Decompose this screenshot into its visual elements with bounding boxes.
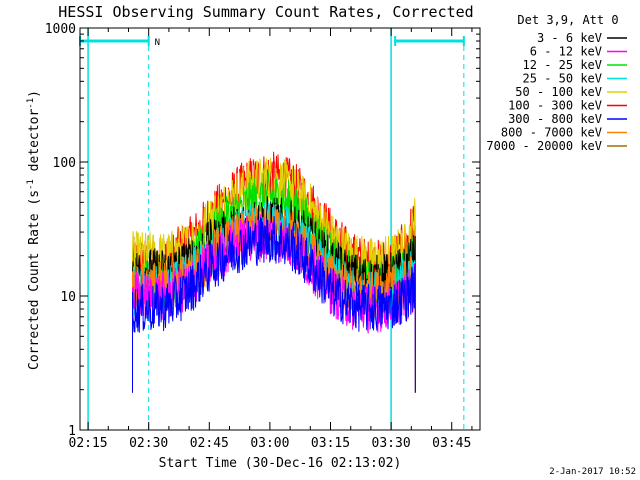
- y-axis-label: Corrected Count Rate (s-1 detector-1): [26, 90, 42, 370]
- night-intervals: N: [79, 28, 465, 430]
- legend-entry-label-0: 3 - 6 keV: [537, 31, 602, 45]
- legend-entry-label-1: 6 - 12 keV: [530, 45, 602, 59]
- x-tick-label-0: 02:15: [69, 436, 108, 451]
- y-axis-label-mid: detector: [27, 109, 42, 180]
- y-axis-label-end: ): [27, 90, 42, 98]
- axes: 1 10 100 1000 02:15 02:30 02:45 03:00 03:15 03:30…: [45, 22, 481, 451]
- series-line-6: [132, 214, 416, 393]
- x-tick-label-3: 03:00: [250, 436, 289, 451]
- chart-title: HESSI Observing Summary Count Rates, Cor…: [58, 3, 473, 21]
- legend-entry-label-6: 300 - 800 keV: [508, 112, 602, 126]
- series-line-7: [132, 216, 416, 393]
- y-axis-label-main: Corrected Count Rate (s: [27, 190, 42, 370]
- y-axis-label-sup2: -1: [26, 98, 36, 109]
- y-tick-label-0: 1: [68, 424, 76, 439]
- x-tick-label-6: 03:45: [432, 436, 471, 451]
- legend-entry-label-4: 50 - 100 keV: [515, 85, 602, 99]
- legend-entry-label-3: 25 - 50 keV: [523, 72, 602, 86]
- plot-frame: [79, 27, 481, 431]
- legend-header: Det 3,9, Att 0: [517, 13, 618, 27]
- y-tick-label-3: 1000: [45, 22, 76, 37]
- series-layer: [132, 151, 416, 393]
- legend-entry-label-2: 12 - 25 keV: [523, 58, 602, 72]
- x-axis-label: Start Time (30-Dec-16 02:13:02): [159, 456, 402, 471]
- x-tick-label-1: 02:30: [129, 436, 168, 451]
- legend-entry-label-5: 100 - 300 keV: [508, 99, 602, 113]
- y-tick-label-1: 10: [60, 290, 76, 305]
- legend-entry-label-7: 800 - 7000 keV: [501, 126, 602, 140]
- y-tick-label-2: 100: [53, 156, 76, 171]
- night-label-0: N: [155, 38, 160, 48]
- x-tick-label-4: 03:15: [311, 436, 350, 451]
- x-tick-label-5: 03:30: [372, 436, 411, 451]
- x-tick-label-2: 02:45: [190, 436, 229, 451]
- date-stamp: 2-Jan-2017 10:52: [549, 467, 636, 477]
- legend-entry-label-8: 7000 - 20000 keV: [486, 139, 602, 153]
- y-axis-label-sup1: -1: [26, 179, 36, 190]
